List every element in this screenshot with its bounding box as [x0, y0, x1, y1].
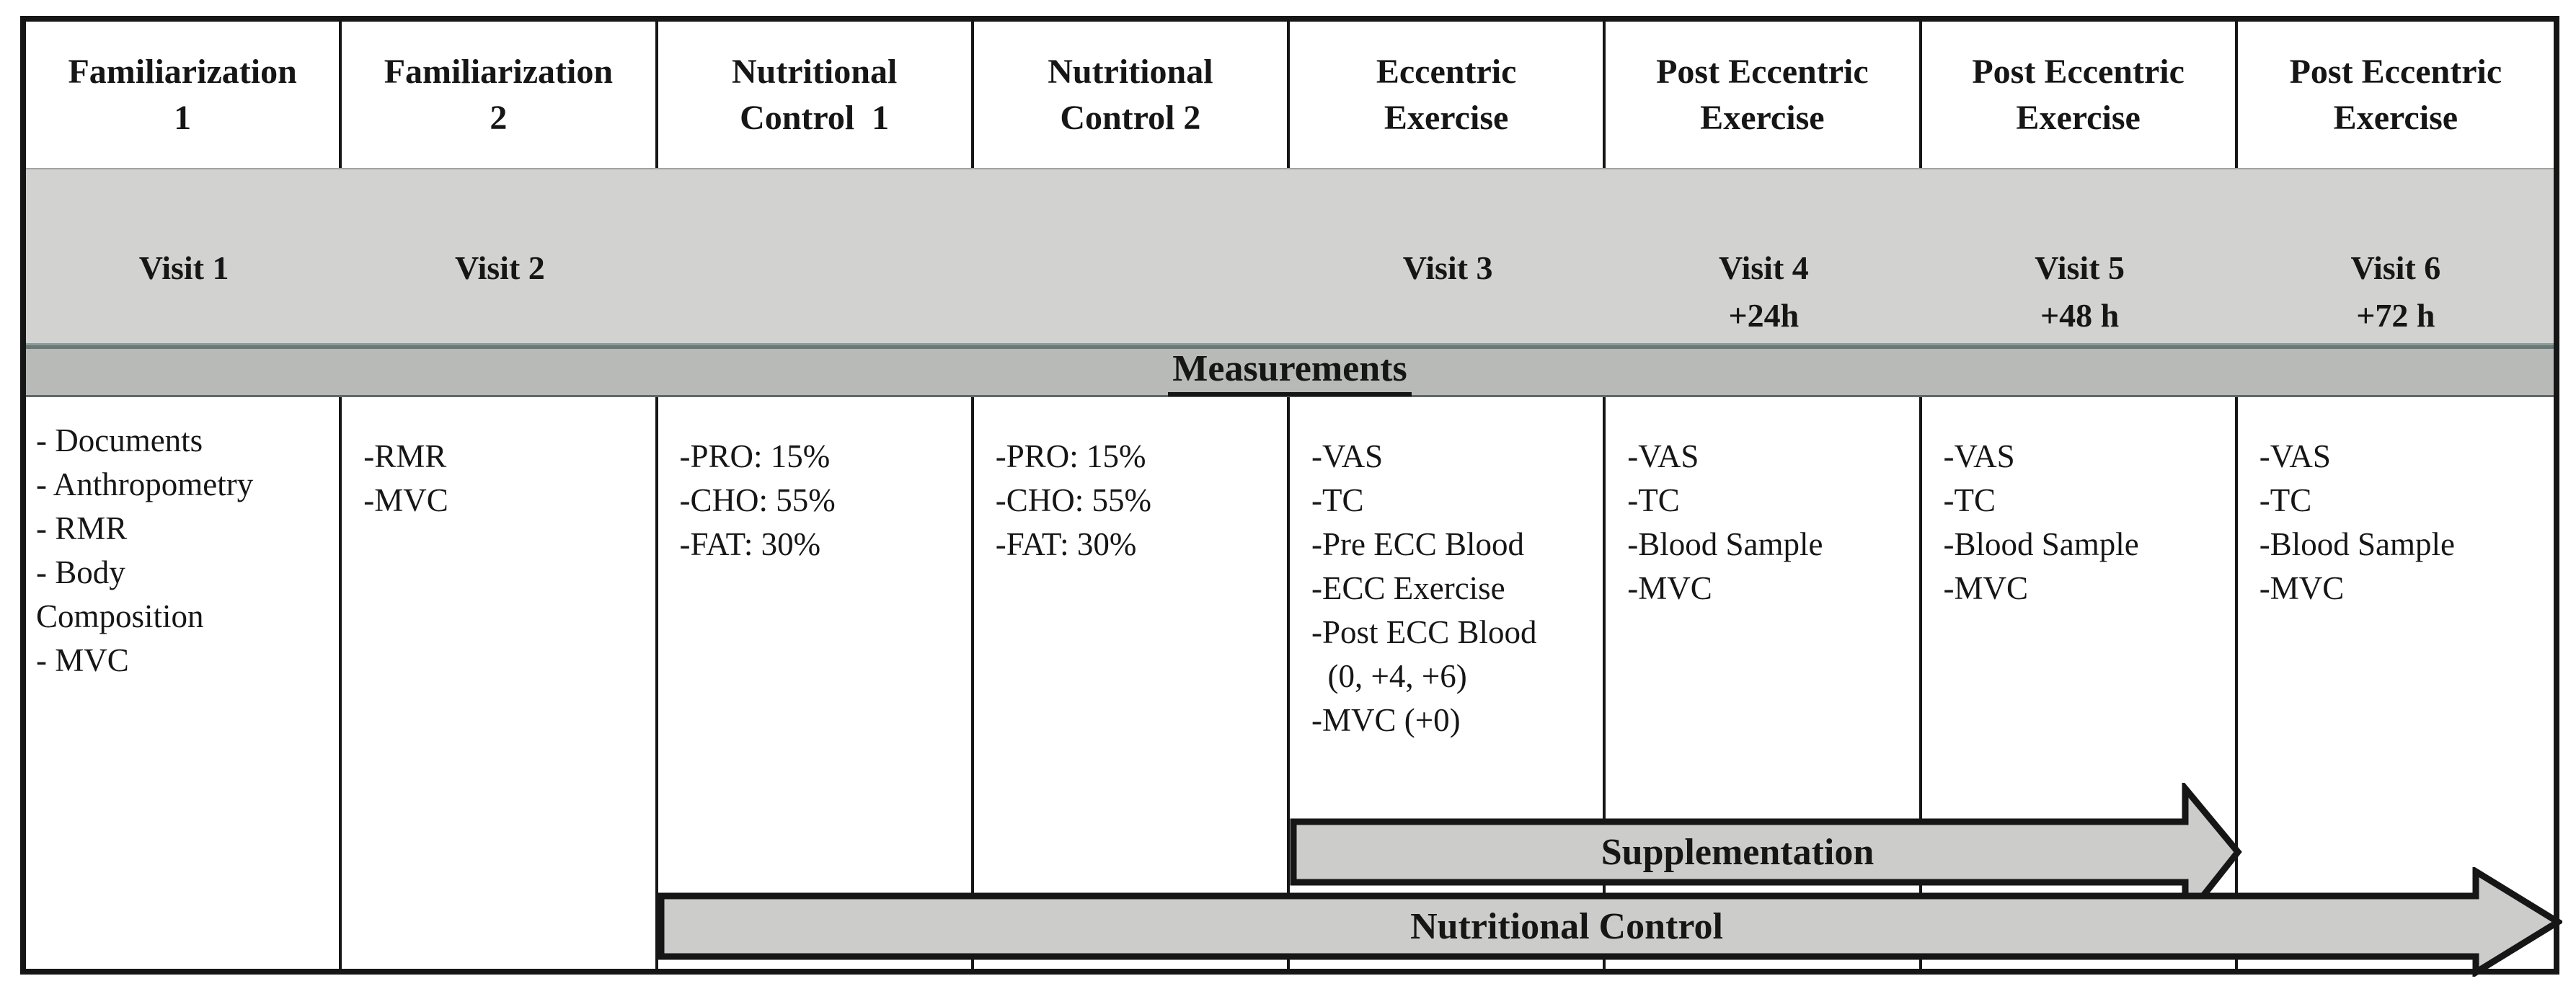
visit-number: Visit 6 — [2350, 249, 2441, 286]
phase-header-post-eccentric-48h: Post Eccentric Exercise — [1922, 22, 2238, 168]
phase-header-familiarization-1: Familiarization 1 — [26, 22, 342, 168]
supplementation-arrow-shape — [1290, 783, 2242, 924]
nutritional-control-text: Nutritional Control — [1410, 905, 1723, 947]
cell-familiarization-2-items: -RMR -MVC — [342, 397, 658, 969]
cell-nutritional-control-2-items: -PRO: 15% -CHO: 55% -FAT: 30% — [974, 397, 1290, 969]
cell-post-eccentric-72h-items: -VAS -TC -Blood Sample -MVC — [2259, 438, 2455, 606]
cell-post-eccentric-24h-items: -VAS -TC -Blood Sample -MVC — [1606, 397, 1922, 969]
visit-number: Visit 4 — [1718, 249, 1809, 286]
visit-offset: +72 h — [2356, 297, 2435, 334]
phase-header-post-eccentric-72h: Post Eccentric Exercise — [2289, 52, 2502, 137]
phase-header-nutritional-control-1: Nutritional Control 1 — [658, 22, 974, 168]
visit-offset: +24h — [1728, 297, 1800, 334]
supplementation-text: Supplementation — [1601, 831, 1875, 873]
phase-header-eccentric-exercise: Eccentric Exercise — [1290, 22, 1606, 168]
visit-number: Visit 5 — [2035, 249, 2125, 286]
visit-band: Visit 1 Visit 2 Visit 3 Visit 4 +24h Vis… — [26, 168, 2554, 345]
study-design-table: Familiarization 1 Familiarization 2 Nutr… — [20, 16, 2562, 977]
phase-header-row: Familiarization 1 Familiarization 2 Nutr… — [26, 22, 2554, 168]
measurement-content-row: - Documents - Anthropometry - RMR - Body… — [26, 397, 2554, 969]
phase-header-nutritional-control-2: Nutritional Control 2 — [974, 22, 1290, 168]
supplementation-arrow-label: Supplementation — [1290, 822, 2185, 882]
visit-4-label: Visit 4 +24h — [1606, 169, 1921, 343]
visit-6-label: Visit 6 +72 h — [2238, 169, 2554, 343]
nutritional-control-arrow-shape — [658, 867, 2562, 977]
visit-offset: +48 h — [2040, 297, 2120, 334]
visit-2-label: Visit 2 — [342, 169, 658, 343]
measurements-title: Measurements — [1168, 347, 1412, 396]
visit-5-label: Visit 5 +48 h — [1922, 169, 2238, 343]
visit-number: Visit 2 — [454, 249, 545, 286]
cell-familiarization-1-items: - Documents - Anthropometry - RMR - Body… — [26, 397, 342, 969]
visit-number: Visit 1 — [138, 249, 229, 286]
nutritional-control-arrow-label: Nutritional Control — [658, 896, 2476, 957]
measurements-band: Measurements — [26, 345, 2554, 397]
visit-1-label: Visit 1 — [26, 169, 342, 343]
visit-3-label: Visit 3 — [1290, 169, 1606, 343]
visit-empty-nc1 — [658, 169, 974, 343]
cell-post-eccentric-48h-items: -VAS -TC -Blood Sample -MVC — [1922, 397, 2238, 969]
visit-empty-nc2 — [974, 169, 1290, 343]
phase-header-familiarization-2: Familiarization 2 — [342, 22, 658, 168]
cell-nutritional-control-1-items: -PRO: 15% -CHO: 55% -FAT: 30% — [658, 397, 974, 969]
nutritional-control-arrow — [658, 867, 2562, 977]
visit-number: Visit 3 — [1402, 249, 1493, 286]
phase-header-post-eccentric-24h: Post Eccentric Exercise — [1606, 22, 1922, 168]
cell-eccentric-exercise-items: -VAS -TC -Pre ECC Blood -ECC Exercise -P… — [1290, 397, 1606, 969]
supplementation-arrow — [1290, 783, 2242, 924]
